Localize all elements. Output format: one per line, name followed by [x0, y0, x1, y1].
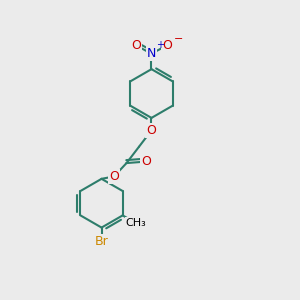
Text: CH₃: CH₃ — [126, 218, 146, 228]
Text: O: O — [131, 39, 141, 52]
Text: +: + — [156, 40, 164, 50]
Text: Br: Br — [95, 235, 108, 248]
Text: O: O — [162, 39, 172, 52]
Text: N: N — [147, 47, 156, 60]
Text: O: O — [141, 155, 151, 168]
Text: O: O — [109, 170, 119, 183]
Text: O: O — [146, 124, 156, 137]
Text: −: − — [173, 34, 183, 44]
